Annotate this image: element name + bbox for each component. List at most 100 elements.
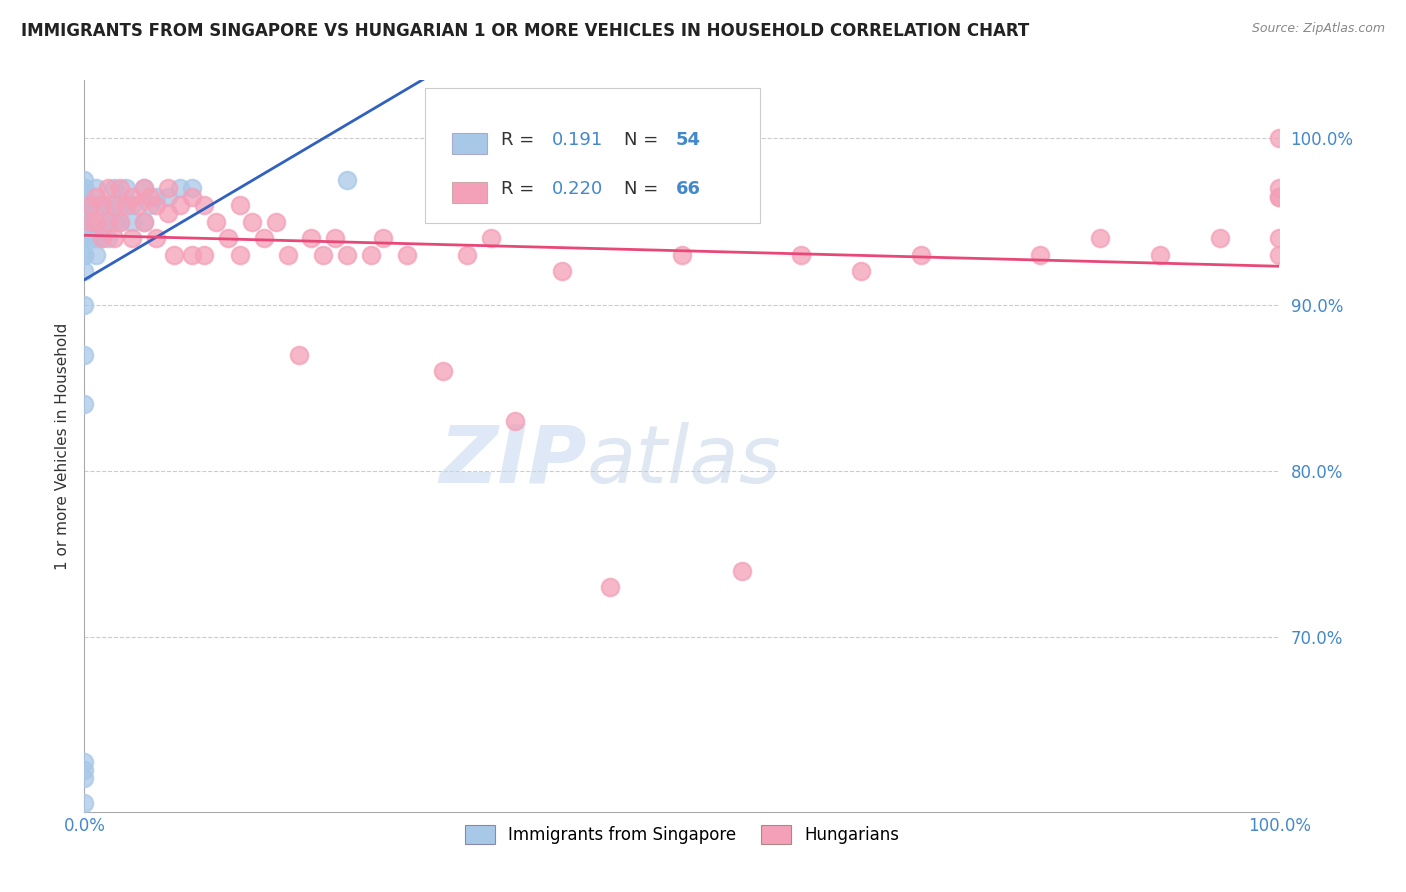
Point — [97, 214, 120, 228]
Point — [103, 181, 125, 195]
Point — [91, 231, 114, 245]
Text: 66: 66 — [675, 179, 700, 197]
Point — [1268, 248, 1291, 262]
Point — [910, 248, 932, 262]
Point — [456, 248, 478, 262]
Point — [157, 181, 180, 195]
Point — [110, 198, 132, 212]
Point — [86, 214, 108, 228]
Point — [110, 214, 132, 228]
Point — [1149, 248, 1171, 262]
Point — [86, 248, 108, 262]
Point — [312, 248, 335, 262]
Point — [599, 580, 621, 594]
FancyBboxPatch shape — [453, 133, 486, 153]
Y-axis label: 1 or more Vehicles in Household: 1 or more Vehicles in Household — [55, 322, 70, 570]
Point — [73, 248, 96, 262]
Point — [139, 198, 162, 212]
Point — [277, 248, 299, 262]
Text: N =: N = — [624, 179, 664, 197]
Text: ZIP: ZIP — [439, 422, 586, 500]
Point — [1029, 248, 1052, 262]
Point — [1268, 231, 1291, 245]
FancyBboxPatch shape — [425, 87, 759, 223]
Text: R =: R = — [501, 179, 540, 197]
Point — [145, 231, 167, 245]
Point — [193, 248, 215, 262]
Point — [73, 181, 96, 195]
Point — [851, 264, 873, 278]
Point — [103, 198, 125, 212]
Point — [551, 264, 574, 278]
Point — [790, 248, 813, 262]
Point — [132, 214, 156, 228]
Text: atlas: atlas — [586, 422, 782, 500]
Text: 0.191: 0.191 — [553, 130, 603, 149]
Point — [181, 181, 204, 195]
Point — [1268, 131, 1291, 145]
Point — [79, 214, 101, 228]
Point — [229, 248, 252, 262]
Point — [1209, 231, 1232, 245]
Point — [325, 231, 347, 245]
Point — [73, 763, 96, 777]
Text: Source: ZipAtlas.com: Source: ZipAtlas.com — [1251, 22, 1385, 36]
Point — [181, 248, 204, 262]
Text: 0.220: 0.220 — [553, 179, 603, 197]
Point — [91, 198, 114, 212]
Point — [73, 206, 96, 220]
Point — [97, 181, 120, 195]
Point — [103, 231, 125, 245]
Point — [73, 231, 96, 245]
Point — [671, 248, 693, 262]
Point — [132, 181, 156, 195]
Point — [79, 198, 101, 212]
Point — [1090, 231, 1112, 245]
Point — [73, 397, 96, 411]
Point — [73, 248, 96, 262]
Point — [132, 214, 156, 228]
Point — [79, 231, 101, 245]
Point — [115, 198, 138, 212]
Point — [163, 248, 186, 262]
Point — [169, 198, 191, 212]
Point — [73, 223, 96, 237]
Point — [139, 189, 162, 203]
Point — [373, 231, 395, 245]
Point — [479, 231, 502, 245]
Point — [73, 772, 96, 786]
Point — [264, 214, 287, 228]
Text: R =: R = — [501, 130, 540, 149]
Point — [73, 189, 96, 203]
Point — [121, 198, 143, 212]
Point — [97, 214, 120, 228]
Point — [91, 198, 114, 212]
Point — [73, 198, 96, 212]
Point — [73, 231, 96, 245]
Point — [193, 198, 215, 212]
Point — [73, 347, 96, 362]
Point — [73, 181, 96, 195]
Point — [73, 198, 96, 212]
Point — [132, 181, 156, 195]
Point — [217, 231, 239, 245]
Point — [73, 298, 96, 312]
Point — [145, 189, 167, 203]
Point — [73, 206, 96, 220]
Point — [91, 231, 114, 245]
Text: N =: N = — [624, 130, 664, 149]
Point — [86, 189, 108, 203]
Point — [240, 214, 263, 228]
Point — [73, 181, 96, 195]
Point — [1268, 189, 1291, 203]
Point — [73, 264, 96, 278]
Text: IMMIGRANTS FROM SINGAPORE VS HUNGARIAN 1 OR MORE VEHICLES IN HOUSEHOLD CORRELATI: IMMIGRANTS FROM SINGAPORE VS HUNGARIAN 1… — [21, 22, 1029, 40]
Point — [432, 364, 454, 378]
Point — [103, 214, 125, 228]
Point — [73, 755, 96, 769]
Point — [127, 198, 149, 212]
Point — [301, 231, 323, 245]
Point — [86, 214, 108, 228]
Point — [121, 189, 143, 203]
Point — [1268, 181, 1291, 195]
